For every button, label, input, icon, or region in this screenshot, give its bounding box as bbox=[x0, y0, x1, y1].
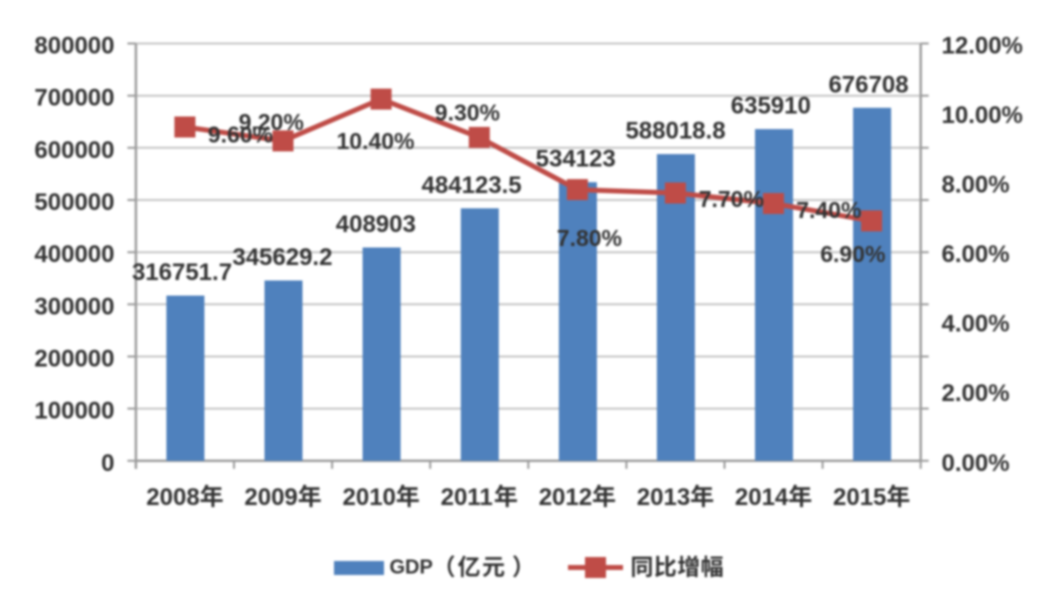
svg-text:6.00%: 6.00% bbox=[942, 241, 1010, 268]
svg-text:2011: 2011 bbox=[441, 484, 493, 511]
svg-text:8.00%: 8.00% bbox=[942, 172, 1010, 199]
svg-text:12.00%: 12.00% bbox=[942, 33, 1023, 60]
svg-text:2009: 2009 bbox=[244, 484, 297, 511]
svg-text:100000: 100000 bbox=[34, 398, 114, 425]
svg-text:534123: 534123 bbox=[536, 146, 616, 173]
svg-text:400000: 400000 bbox=[34, 241, 114, 268]
svg-text:9.30%: 9.30% bbox=[435, 100, 500, 126]
svg-text:2.00%: 2.00% bbox=[942, 380, 1010, 407]
svg-text:7.80%: 7.80% bbox=[557, 225, 622, 251]
svg-text:200000: 200000 bbox=[34, 346, 114, 373]
svg-text:7.40%: 7.40% bbox=[796, 197, 861, 223]
svg-text:345629.2: 345629.2 bbox=[232, 244, 332, 271]
svg-text:9.20%: 9.20% bbox=[239, 109, 304, 135]
svg-text:0: 0 bbox=[101, 450, 114, 477]
svg-text:10.00%: 10.00% bbox=[942, 102, 1023, 129]
svg-text:2008: 2008 bbox=[146, 484, 199, 511]
svg-text:484123.5: 484123.5 bbox=[422, 172, 522, 199]
svg-text:2012: 2012 bbox=[539, 484, 592, 511]
svg-text:600000: 600000 bbox=[34, 137, 114, 164]
svg-text:2015: 2015 bbox=[833, 484, 886, 511]
svg-text:300000: 300000 bbox=[34, 293, 114, 320]
svg-text:700000: 700000 bbox=[34, 85, 114, 112]
svg-text:9.60%: 9.60% bbox=[208, 122, 273, 148]
svg-text:800000: 800000 bbox=[34, 33, 114, 60]
svg-text:6.90%: 6.90% bbox=[820, 241, 885, 267]
svg-text:2010: 2010 bbox=[343, 484, 396, 511]
svg-text:500000: 500000 bbox=[34, 189, 114, 216]
svg-text:635910: 635910 bbox=[731, 93, 811, 120]
svg-text:316751.7: 316751.7 bbox=[132, 259, 232, 286]
svg-text:4.00%: 4.00% bbox=[942, 311, 1010, 338]
svg-text:588018.8: 588018.8 bbox=[625, 118, 725, 145]
svg-text:0.00%: 0.00% bbox=[942, 450, 1010, 477]
svg-text:2013: 2013 bbox=[637, 484, 690, 511]
svg-text:GDP: GDP bbox=[390, 557, 433, 579]
svg-text:7.70%: 7.70% bbox=[699, 186, 764, 212]
svg-text:408903: 408903 bbox=[336, 211, 416, 238]
svg-text:10.40%: 10.40% bbox=[336, 128, 414, 154]
svg-text:2014: 2014 bbox=[735, 484, 789, 511]
svg-text:676708: 676708 bbox=[828, 71, 908, 98]
